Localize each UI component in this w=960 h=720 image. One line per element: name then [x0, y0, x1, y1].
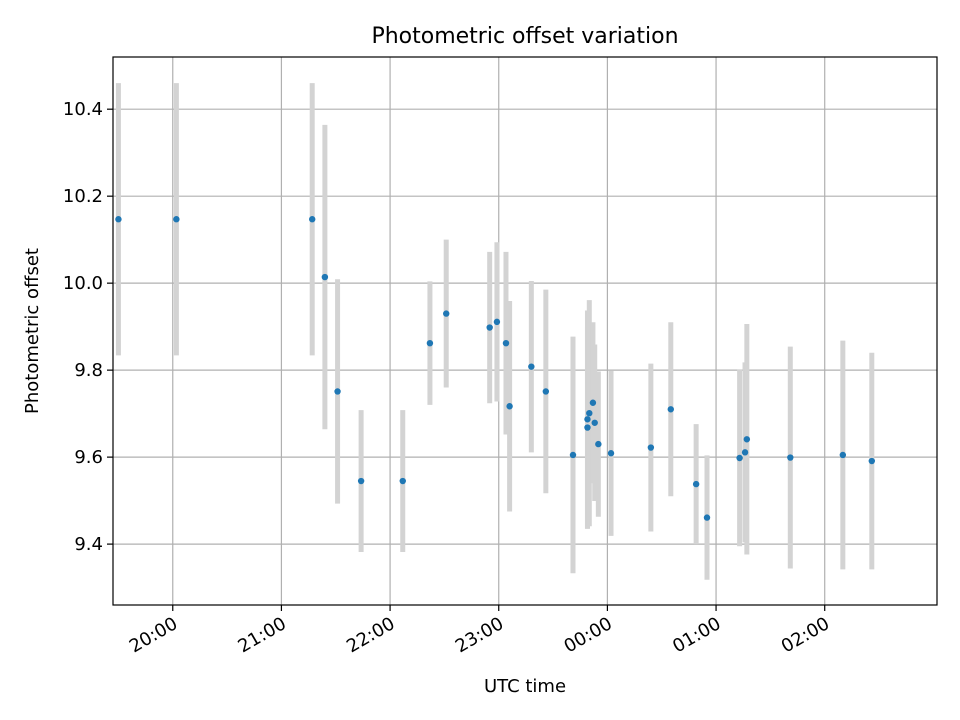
data-point — [868, 457, 876, 465]
data-point — [334, 388, 341, 395]
data-point — [703, 514, 711, 521]
data-point — [667, 406, 674, 413]
data-point — [589, 399, 597, 406]
y-axis-label: Photometric offset — [22, 248, 43, 414]
data-point — [591, 419, 598, 426]
y-tick-label: 9.6 — [74, 447, 103, 468]
data-point — [502, 339, 510, 347]
data-point — [586, 410, 593, 417]
data-point — [607, 450, 615, 457]
y-tick-label: 9.4 — [74, 534, 103, 555]
data-point — [692, 480, 700, 488]
data-point — [321, 273, 329, 281]
data-point — [647, 444, 655, 451]
data-point — [736, 454, 743, 462]
data-point — [443, 310, 450, 317]
data-point — [595, 440, 602, 448]
data-point — [493, 318, 501, 326]
plot-frame — [112, 56, 938, 606]
data-point — [486, 324, 493, 331]
data-point — [743, 436, 751, 443]
data-point — [426, 339, 434, 347]
data-point — [542, 388, 550, 395]
data-point — [506, 403, 513, 410]
chart-title: Photometric offset variation — [371, 24, 678, 49]
x-axis-label: UTC time — [484, 676, 566, 697]
data-point — [357, 477, 365, 485]
data-point — [528, 363, 535, 370]
data-point — [741, 449, 749, 456]
y-tick-label: 10.2 — [63, 186, 103, 207]
grid-layer — [113, 57, 937, 605]
data-point — [173, 216, 180, 223]
data-point — [787, 454, 794, 461]
point-layer — [115, 216, 876, 521]
data-point — [584, 424, 591, 431]
data-point — [569, 451, 577, 459]
y-tick-label: 10.4 — [63, 99, 103, 120]
y-tick-label: 10.0 — [63, 273, 103, 294]
data-point — [115, 216, 122, 223]
data-point — [399, 477, 406, 485]
data-point — [584, 416, 591, 423]
y-tick-label: 9.8 — [74, 360, 103, 381]
data-point — [309, 216, 316, 223]
data-point — [839, 451, 847, 459]
